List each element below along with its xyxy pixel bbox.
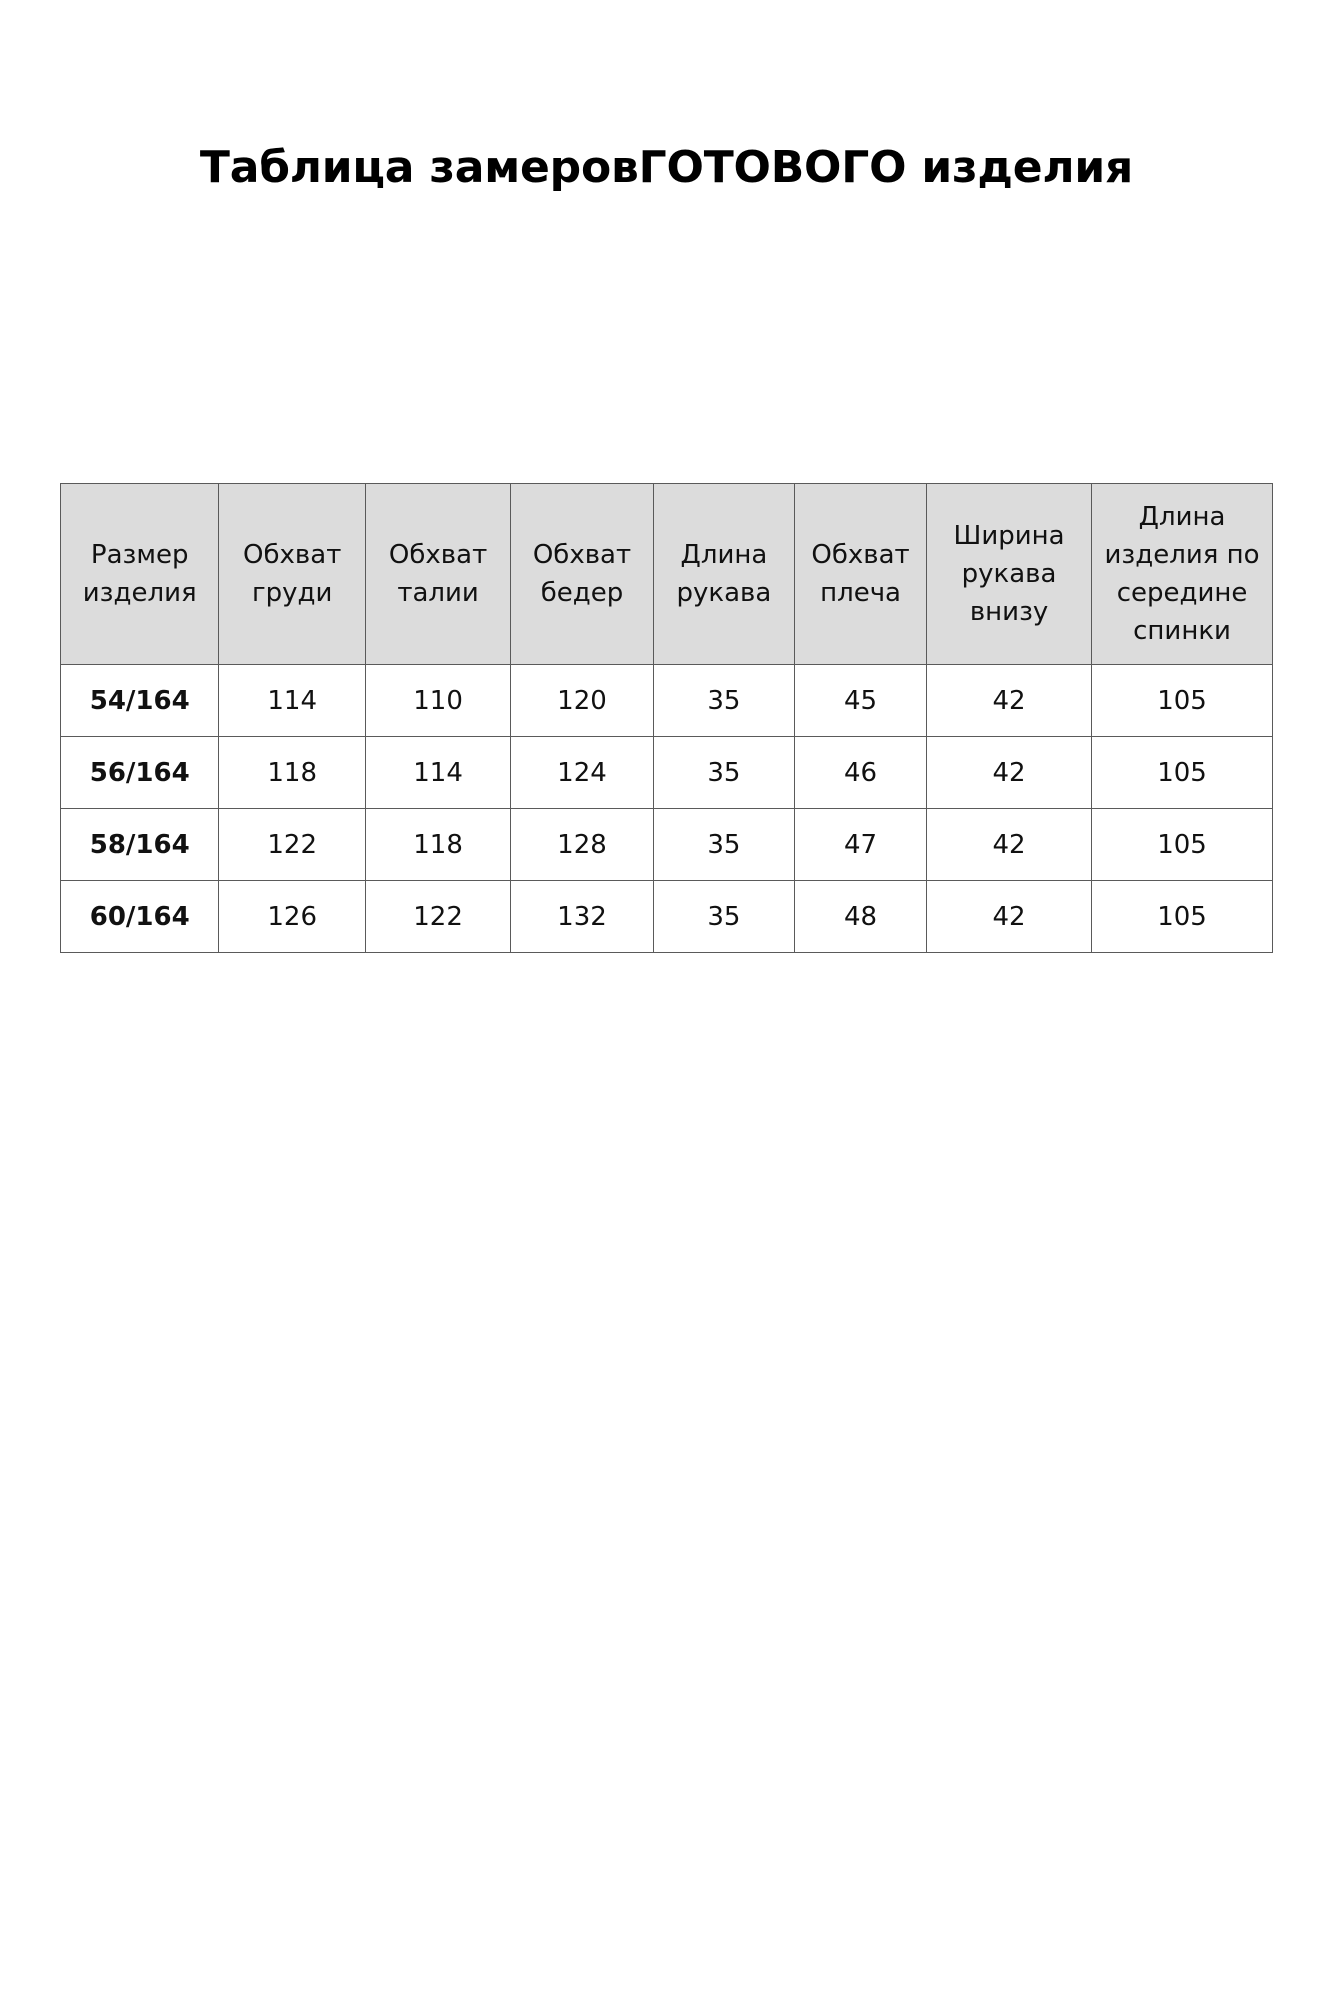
cell-chest: 122 xyxy=(218,808,366,881)
cell-shoulder-girth: 45 xyxy=(794,664,928,737)
cell-size: 58/164 xyxy=(59,808,220,881)
column-header-chest: Обхват груди xyxy=(218,483,366,665)
cell-size: 54/164 xyxy=(59,664,220,737)
cell-back-length: 105 xyxy=(1091,808,1273,881)
column-header-size: Размер изделия xyxy=(59,483,220,665)
cell-back-length: 105 xyxy=(1091,880,1273,953)
cell-size: 56/164 xyxy=(59,736,220,809)
cell-size: 60/164 xyxy=(59,880,220,953)
table-header: Размер изделия Обхват груди Обхват талии… xyxy=(59,483,1273,665)
column-header-sleeve-length: Длина рукава xyxy=(652,483,796,665)
table-header-row: Размер изделия Обхват груди Обхват талии… xyxy=(59,483,1273,665)
measurements-table: Размер изделия Обхват груди Обхват талии… xyxy=(59,483,1273,953)
cell-sleeve-length: 35 xyxy=(652,808,796,881)
table-row: 56/164 118 114 124 35 46 42 105 xyxy=(59,736,1273,809)
cell-sleeve-width: 42 xyxy=(926,736,1093,809)
column-header-hips: Обхват бедер xyxy=(510,483,654,665)
cell-hips: 120 xyxy=(510,664,654,737)
cell-waist: 110 xyxy=(364,664,512,737)
table-row: 58/164 122 118 128 35 47 42 105 xyxy=(59,808,1273,881)
cell-chest: 114 xyxy=(218,664,366,737)
column-header-waist: Обхват талии xyxy=(364,483,512,665)
cell-shoulder-girth: 46 xyxy=(794,736,928,809)
cell-sleeve-length: 35 xyxy=(652,736,796,809)
cell-shoulder-girth: 47 xyxy=(794,808,928,881)
column-header-sleeve-width: Ширина рукава внизу xyxy=(926,483,1093,665)
cell-waist: 122 xyxy=(364,880,512,953)
cell-sleeve-width: 42 xyxy=(926,880,1093,953)
table-row: 60/164 126 122 132 35 48 42 105 xyxy=(59,880,1273,953)
column-header-shoulder-girth: Обхват плеча xyxy=(794,483,928,665)
column-header-back-length: Длина изделия по середине спинки xyxy=(1091,483,1273,665)
cell-hips: 128 xyxy=(510,808,654,881)
page-title: Таблица замеровГОТОВОГО изделия xyxy=(199,142,1134,193)
measurements-table-container: Размер изделия Обхват груди Обхват талии… xyxy=(59,483,1273,953)
cell-back-length: 105 xyxy=(1091,736,1273,809)
table-body: 54/164 114 110 120 35 45 42 105 56/164 1… xyxy=(59,664,1273,953)
cell-sleeve-width: 42 xyxy=(926,808,1093,881)
cell-back-length: 105 xyxy=(1091,664,1273,737)
cell-hips: 124 xyxy=(510,736,654,809)
table-row: 54/164 114 110 120 35 45 42 105 xyxy=(59,664,1273,737)
cell-hips: 132 xyxy=(510,880,654,953)
cell-waist: 118 xyxy=(364,808,512,881)
cell-sleeve-width: 42 xyxy=(926,664,1093,737)
cell-chest: 126 xyxy=(218,880,366,953)
cell-shoulder-girth: 48 xyxy=(794,880,928,953)
cell-waist: 114 xyxy=(364,736,512,809)
cell-sleeve-length: 35 xyxy=(652,664,796,737)
cell-sleeve-length: 35 xyxy=(652,880,796,953)
cell-chest: 118 xyxy=(218,736,366,809)
